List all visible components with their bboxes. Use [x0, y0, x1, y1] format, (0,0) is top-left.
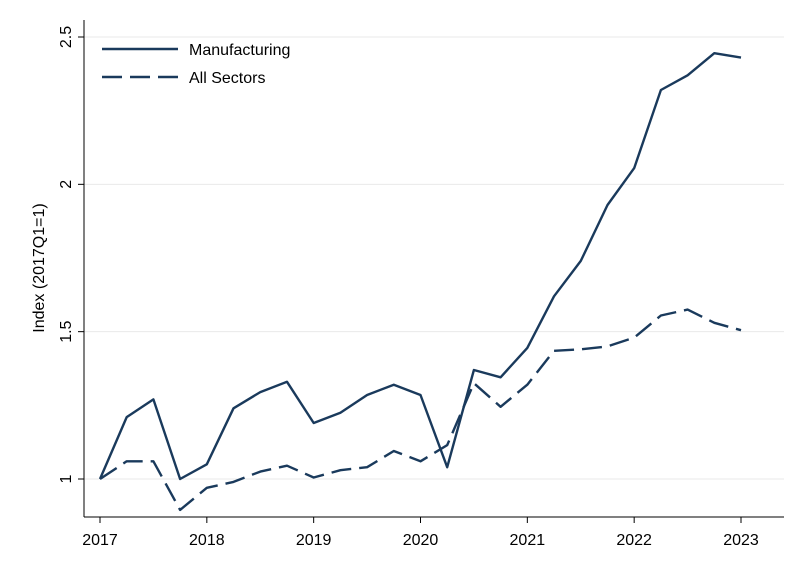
series-line-all-sectors — [99, 308, 742, 512]
legend: Manufacturing All Sectors — [102, 42, 290, 87]
x-tick-label: 2018 — [189, 532, 225, 549]
grid-lines — [84, 36, 784, 480]
x-tick-label: 2023 — [723, 532, 759, 549]
x-tick-label: 2020 — [403, 532, 439, 549]
x-tick-label: 2021 — [510, 532, 546, 549]
legend-label: Manufacturing — [189, 42, 290, 59]
y-tick-label: 1.5 — [58, 320, 75, 342]
legend-label: All Sectors — [189, 70, 265, 87]
x-tick-label: 2022 — [616, 532, 652, 549]
y-axis-label: Index (2017Q1=1) — [31, 203, 48, 332]
x-ticks: 2017 2018 2019 2020 2021 2022 2023 — [82, 517, 759, 549]
y-tick-label: 2.5 — [58, 26, 75, 48]
x-tick-label: 2019 — [296, 532, 332, 549]
x-tick-label: 2017 — [82, 532, 118, 549]
y-ticks: 1 1.5 2 2.5 — [58, 26, 84, 483]
y-tick-label: 2 — [58, 180, 75, 189]
plot-area — [84, 20, 784, 517]
series-line-manufacturing — [98, 52, 742, 481]
y-tick-label: 1 — [58, 474, 75, 483]
series-group — [98, 52, 742, 512]
